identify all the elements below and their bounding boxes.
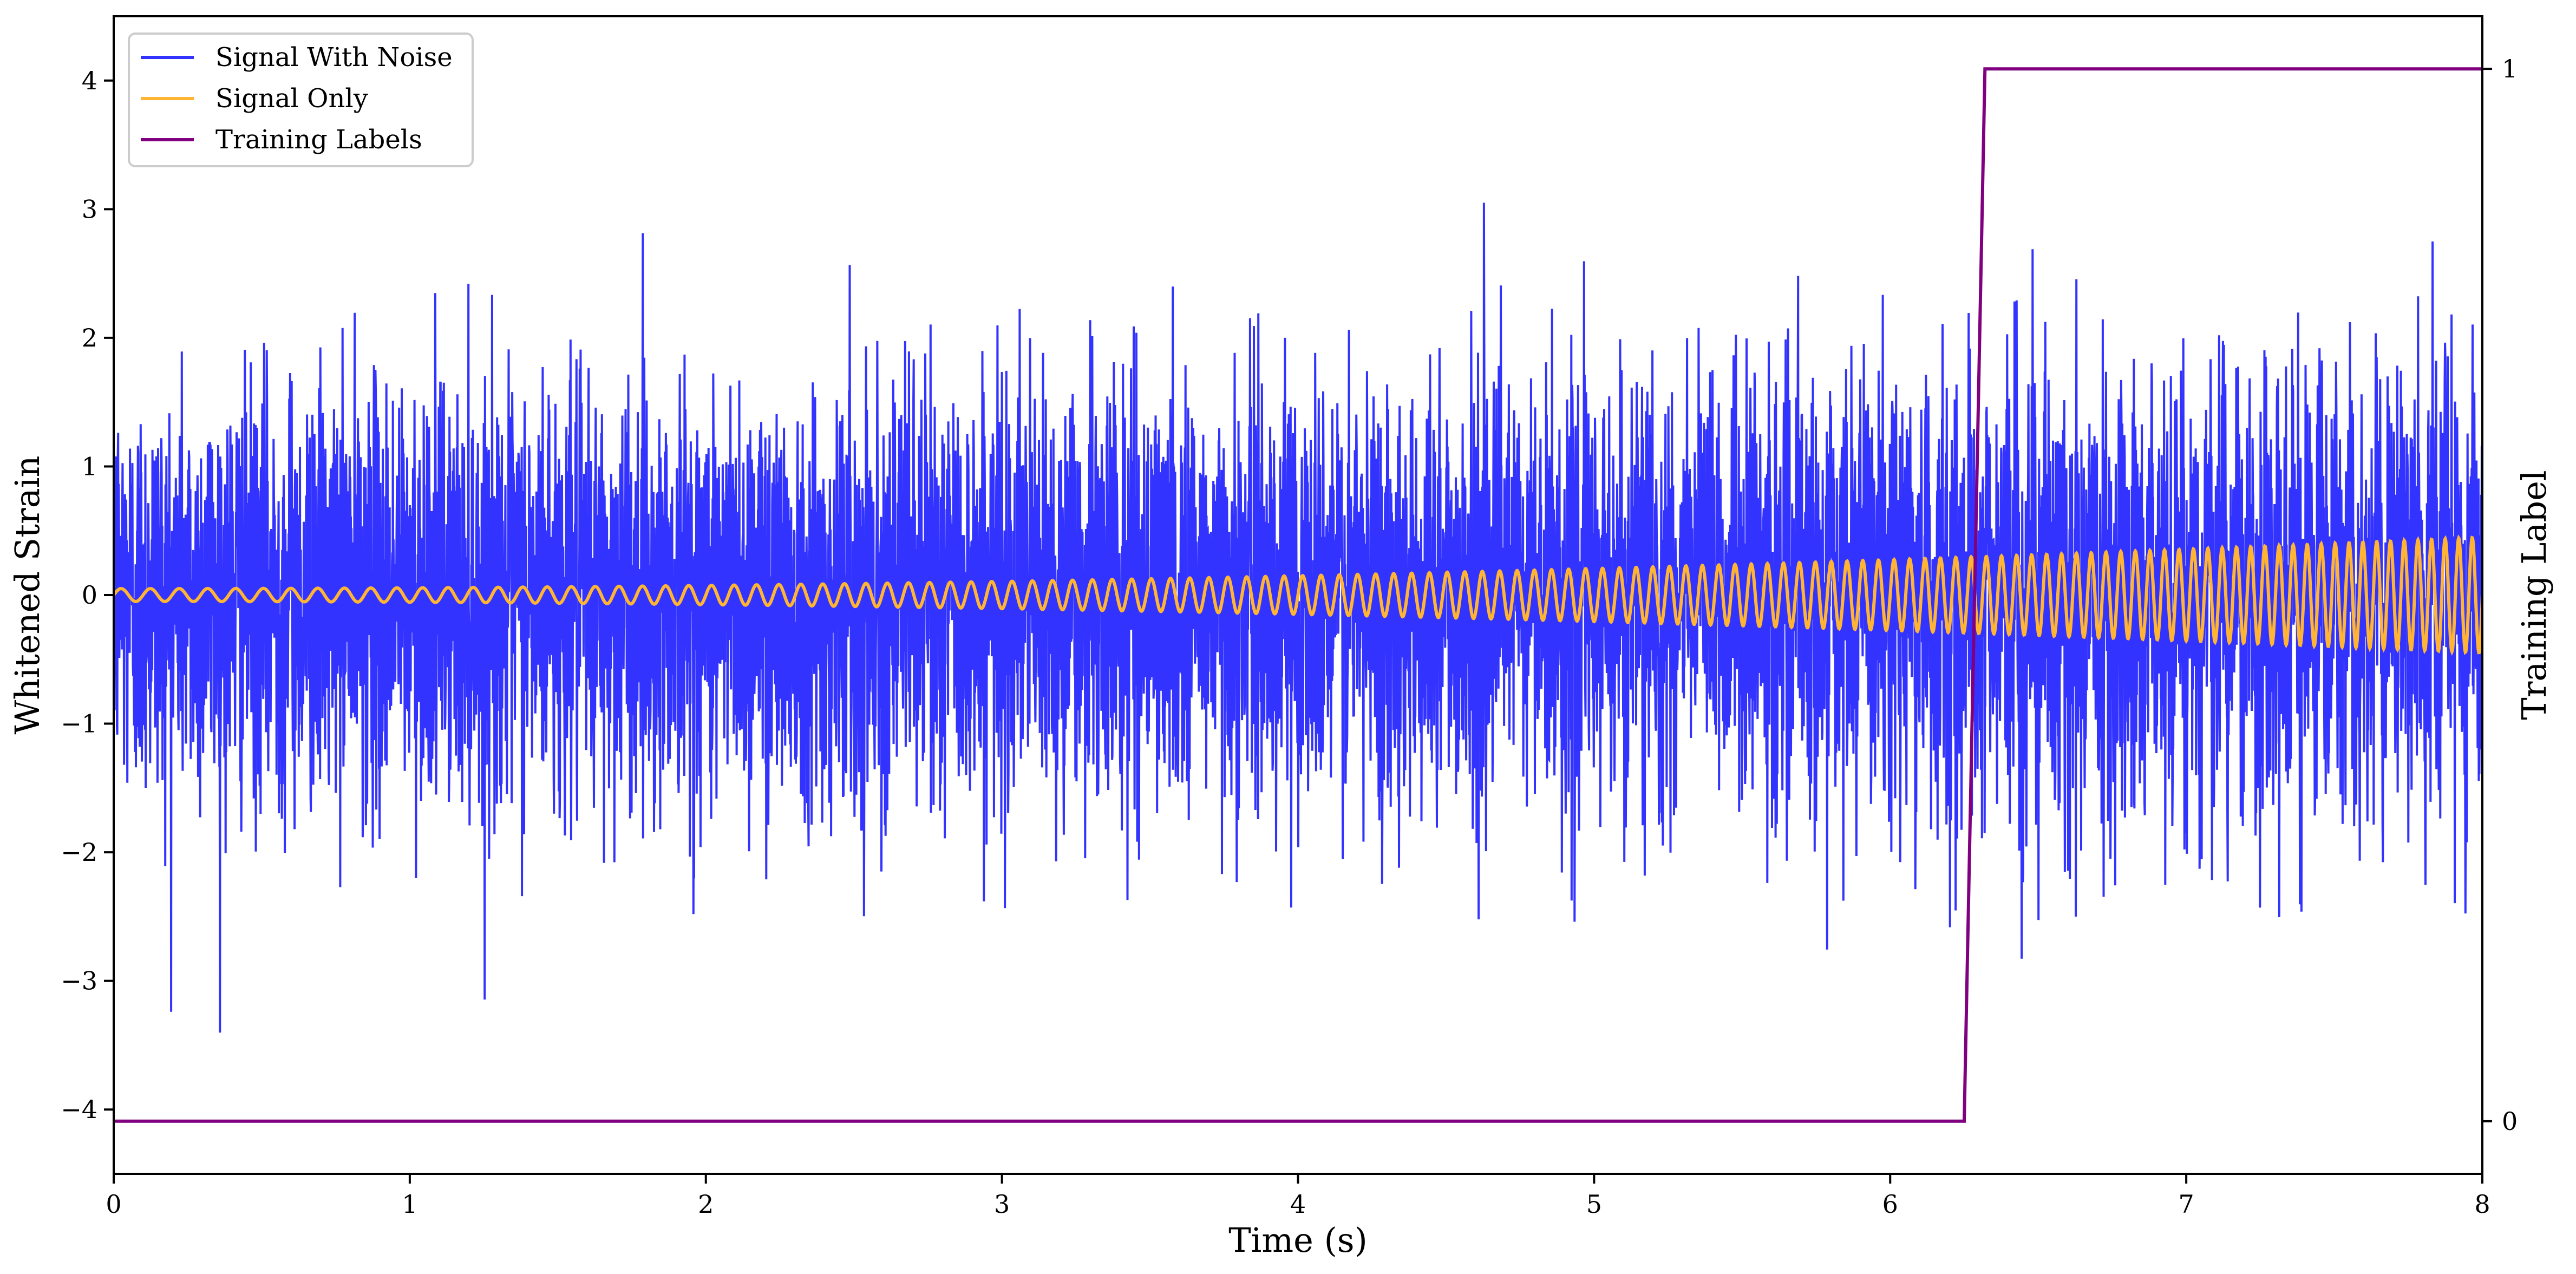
x-tick-label: 7 — [2178, 1190, 2194, 1219]
series-training-labels — [114, 67, 2482, 1123]
y-axis-title: Whitened Strain — [8, 456, 47, 735]
x-axis: 0 1 2 3 4 5 6 7 8 — [106, 1174, 2490, 1219]
series-signal-with-noise — [114, 202, 2482, 1033]
y-axis-right: 01 — [2482, 54, 2518, 1136]
series-signal-only — [114, 534, 2482, 656]
y-tick-label: −4 — [61, 1095, 97, 1124]
x-tick-label: 1 — [402, 1190, 417, 1219]
plot-area — [114, 67, 2482, 1123]
y-tick-label: −2 — [61, 838, 97, 867]
x-tick-label: 6 — [1882, 1190, 1898, 1219]
x-tick-label: 5 — [1586, 1190, 1602, 1219]
y-tick-label: 1 — [82, 452, 97, 481]
y2-axis-title: Training Label — [2514, 470, 2554, 720]
y-tick-label: 4 — [82, 66, 97, 95]
x-axis-title: Time (s) — [1228, 1220, 1368, 1260]
x-tick-label: 0 — [106, 1190, 121, 1219]
legend-label: Training Labels — [215, 125, 422, 155]
y-tick-label: 3 — [82, 194, 97, 224]
legend-label: Signal Only — [215, 83, 368, 114]
y-tick-label: 2 — [82, 323, 97, 352]
y-tick-label: 0 — [82, 580, 97, 610]
legend-label: Signal With Noise — [215, 42, 453, 73]
y2-tick-label: 0 — [2502, 1107, 2518, 1136]
x-tick-label: 8 — [2474, 1190, 2490, 1219]
y2-tick-label: 1 — [2502, 54, 2518, 83]
legend: Signal With Noise Signal Only Training Lab… — [128, 32, 474, 167]
x-tick-label: 4 — [1290, 1190, 1306, 1219]
x-tick-label: 2 — [698, 1190, 714, 1219]
x-tick-label: 3 — [994, 1190, 1010, 1219]
legend-box — [128, 32, 474, 167]
y-tick-label: −3 — [61, 966, 97, 996]
y-tick-label: −1 — [61, 709, 97, 739]
y-axis-left: −4 −3 −2 −1 0 1 2 3 4 — [61, 66, 114, 1124]
